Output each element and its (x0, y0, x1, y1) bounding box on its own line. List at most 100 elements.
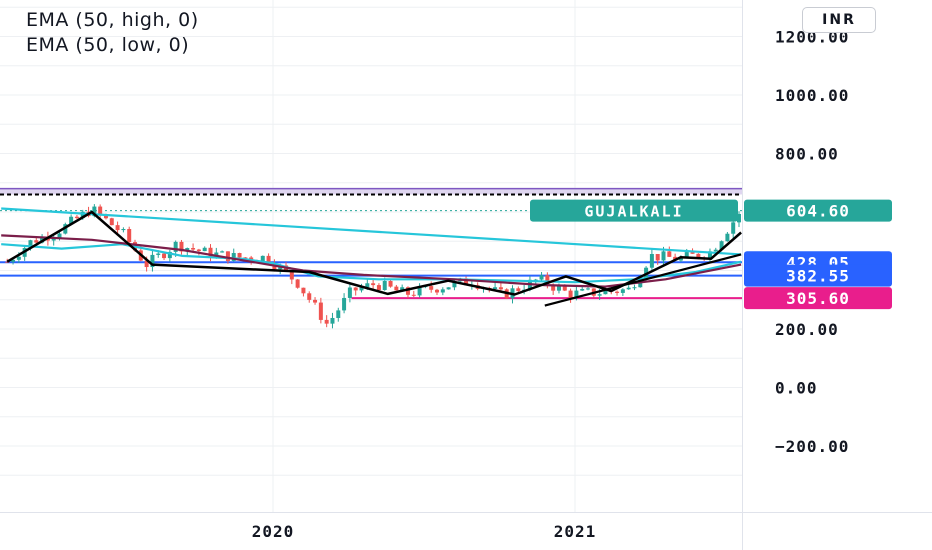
candle-body (162, 253, 167, 259)
candle-body (562, 286, 567, 291)
candle-body (266, 255, 271, 264)
candle-body (74, 216, 79, 219)
candle-body (127, 229, 132, 243)
candle-body (243, 257, 248, 259)
legend-ema-high[interactable]: EMA (50, high, 0) (26, 9, 199, 31)
candle-body (307, 293, 312, 300)
candle-body (626, 287, 631, 290)
candle-body (737, 213, 742, 223)
x-tick-label: 2020 (252, 522, 295, 541)
candle-body (51, 237, 56, 241)
candle-body (92, 206, 97, 217)
candle-body (493, 287, 498, 290)
y-tick-label: 800.00 (775, 145, 839, 164)
candle-body (191, 248, 196, 250)
candle-body (202, 247, 207, 252)
candle-body (545, 275, 550, 286)
candle-body (220, 251, 225, 253)
trendlines (1, 207, 742, 307)
candle-body (574, 290, 579, 299)
candle-body (696, 253, 701, 258)
candle-body (231, 253, 236, 261)
candle-body (417, 286, 422, 296)
last-price-tag-bg (744, 199, 892, 222)
candle-body (655, 254, 660, 261)
candle-body (313, 299, 318, 303)
candle-body (632, 287, 637, 289)
price-level-tag-bg-2 (744, 287, 892, 310)
candle-body (225, 251, 230, 261)
trendline-0 (1, 207, 742, 256)
y-tick-label: 0.00 (775, 379, 818, 398)
candle-body (109, 218, 114, 226)
candle-body (347, 287, 352, 298)
candle-body (295, 279, 300, 288)
candle-body (411, 294, 416, 296)
candle-body (615, 291, 620, 293)
candle-body (40, 236, 45, 243)
candle-body (69, 216, 74, 225)
candle-body (678, 257, 683, 261)
candle-body (533, 279, 538, 281)
candle-body (452, 281, 457, 288)
candle-body (388, 280, 393, 287)
candle-body (359, 287, 364, 291)
candle-body (684, 252, 689, 258)
candle-body (690, 252, 695, 254)
last-price-tag-label: 604.60 (786, 202, 850, 221)
price-level-tag-bg-1 (744, 264, 892, 287)
candle-body (301, 287, 306, 294)
price-candles (5, 204, 742, 329)
candle-body (28, 240, 33, 249)
candle-body (405, 287, 410, 295)
y-tick-label: 200.00 (775, 320, 839, 339)
candle-body (382, 280, 387, 291)
candle-body (150, 254, 155, 268)
candle-body (731, 222, 736, 234)
ema-lines (1, 234, 742, 288)
candle-body (620, 289, 625, 293)
candle-body (144, 260, 149, 268)
candle-body (603, 290, 608, 295)
y-tick-label: 1000.00 (775, 86, 849, 105)
chart-grid (0, 0, 742, 512)
resistance-zone (0, 188, 742, 195)
currency-badge[interactable]: INR (802, 7, 876, 33)
candle-body (371, 283, 376, 286)
candle-body (16, 256, 21, 260)
candle-body (34, 240, 39, 243)
symbol-tag-bg (530, 199, 738, 222)
candle-body (649, 254, 654, 268)
candle-body (5, 261, 10, 263)
zigzag-pattern (6, 210, 742, 296)
candle-body (353, 287, 358, 291)
candle-body (551, 285, 556, 291)
candle-body (464, 278, 469, 286)
candle-body (11, 259, 16, 262)
candle-body (429, 286, 434, 290)
candle-body (707, 251, 712, 259)
candle-body (80, 211, 85, 219)
candle-body (260, 255, 265, 262)
x-tick-label: 2021 (554, 522, 597, 541)
legend-ema-low[interactable]: EMA (50, low, 0) (26, 34, 190, 56)
candle-body (179, 241, 184, 252)
candle-body (103, 214, 108, 219)
candle-body (586, 288, 591, 290)
candle-body (440, 289, 445, 293)
candle-body (330, 317, 335, 324)
candle-body (556, 286, 561, 291)
indicator-legend: EMA (50, high, 0) EMA (50, low, 0) (26, 8, 199, 58)
candle-body (208, 247, 213, 258)
candle-body (580, 289, 585, 291)
candle-body (324, 319, 329, 324)
candle-body (115, 225, 120, 231)
symbol-tag-label: GUJALKALI (584, 203, 683, 221)
candle-body (667, 251, 672, 257)
price-level-tag-label-2: 305.60 (786, 289, 850, 308)
candle-body (196, 249, 201, 252)
y-tick-label: −200.00 (775, 437, 849, 456)
